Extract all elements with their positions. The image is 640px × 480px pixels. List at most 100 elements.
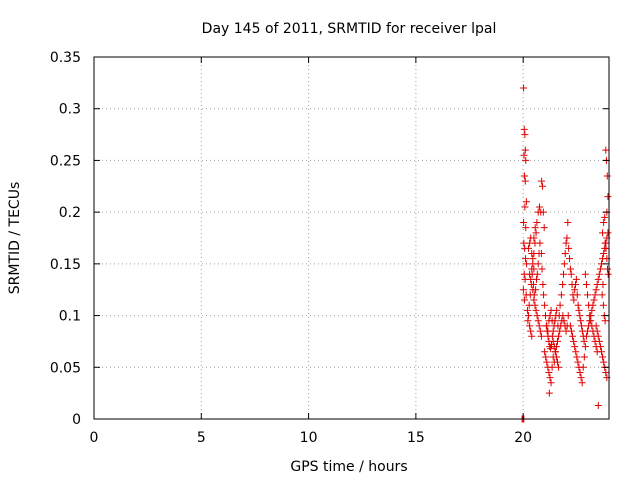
data-point xyxy=(600,218,608,226)
data-point xyxy=(576,312,584,320)
data-point xyxy=(571,286,579,294)
data-point xyxy=(538,177,546,185)
data-point xyxy=(551,348,559,356)
data-point xyxy=(567,270,575,278)
data-point xyxy=(528,250,536,258)
data-point xyxy=(526,322,534,330)
data-point xyxy=(566,255,574,263)
data-point xyxy=(538,182,546,190)
data-point xyxy=(544,327,552,335)
data-point xyxy=(566,322,574,330)
data-point xyxy=(539,208,547,216)
data-point xyxy=(543,358,551,366)
grid xyxy=(94,57,609,419)
x-axis-label: GPS time / hours xyxy=(290,459,407,475)
data-point xyxy=(552,353,560,361)
data-point xyxy=(519,286,527,294)
data-point xyxy=(571,343,579,351)
data-point xyxy=(603,265,611,273)
data-point xyxy=(539,281,547,289)
data-point xyxy=(532,229,540,237)
data-point xyxy=(524,317,532,325)
data-point xyxy=(522,224,530,232)
data-point xyxy=(538,265,546,273)
data-point xyxy=(529,281,537,289)
data-point xyxy=(546,312,554,320)
data-point xyxy=(525,244,533,252)
data-point xyxy=(550,343,558,351)
data-point xyxy=(531,224,539,232)
x-tick-label: 10 xyxy=(300,430,318,446)
y-tick-label: 0.1 xyxy=(59,309,81,325)
data-point xyxy=(563,234,571,242)
data-point xyxy=(548,363,556,371)
data-point xyxy=(591,337,599,345)
data-point xyxy=(535,322,543,330)
y-tick-label: 0.25 xyxy=(50,153,81,169)
data-point xyxy=(593,348,601,356)
data-point xyxy=(547,379,555,387)
data-point xyxy=(520,296,528,304)
data-point xyxy=(536,239,544,247)
data-point xyxy=(525,312,533,320)
data-point xyxy=(520,151,528,159)
data-point xyxy=(574,301,582,309)
data-point xyxy=(576,368,584,376)
data-point xyxy=(521,177,529,185)
data-point xyxy=(600,250,608,258)
data-point xyxy=(555,363,563,371)
data-point xyxy=(541,348,549,356)
data-point xyxy=(531,301,539,309)
data-point xyxy=(580,353,588,361)
data-point xyxy=(586,312,594,320)
data-point xyxy=(530,265,538,273)
data-point xyxy=(592,343,600,351)
data-point xyxy=(527,234,535,242)
x-tick-label: 15 xyxy=(407,430,425,446)
data-point xyxy=(582,332,590,340)
data-point xyxy=(527,275,535,283)
data-point xyxy=(592,286,600,294)
data-point xyxy=(566,265,574,273)
y-tick-label: 0.2 xyxy=(59,205,81,221)
data-point xyxy=(560,270,568,278)
data-point xyxy=(527,327,535,335)
data-point xyxy=(588,306,596,314)
data-point xyxy=(560,260,568,268)
data-point xyxy=(590,332,598,340)
data-point xyxy=(567,327,575,335)
chart-title: Day 145 of 2011, SRMTID for receiver lpa… xyxy=(202,21,497,37)
y-tick-label: 0.15 xyxy=(50,257,81,273)
data-point xyxy=(548,332,556,340)
data-point xyxy=(530,296,538,304)
data-point xyxy=(572,275,580,283)
data-point xyxy=(601,239,609,247)
data-point xyxy=(599,229,607,237)
data-point xyxy=(602,368,610,376)
data-point xyxy=(594,275,602,283)
data-point xyxy=(528,332,536,340)
data-point xyxy=(595,270,603,278)
data-point xyxy=(581,343,589,351)
data-point xyxy=(599,353,607,361)
data-point xyxy=(559,281,567,289)
data-point xyxy=(564,218,572,226)
data-point xyxy=(569,332,577,340)
data-point xyxy=(537,250,545,258)
data-point xyxy=(547,345,555,353)
data-point xyxy=(573,353,581,361)
data-point xyxy=(599,281,607,289)
data-point xyxy=(526,270,534,278)
data-point xyxy=(534,317,542,325)
data-point xyxy=(574,358,582,366)
data-point xyxy=(570,337,578,345)
data-point xyxy=(545,368,553,376)
data-point xyxy=(533,270,541,278)
data-point xyxy=(535,203,543,211)
data-point xyxy=(582,281,590,289)
data-point xyxy=(556,301,564,309)
x-tick-label: 0 xyxy=(90,430,99,446)
y-tick-label: 0 xyxy=(72,412,81,428)
